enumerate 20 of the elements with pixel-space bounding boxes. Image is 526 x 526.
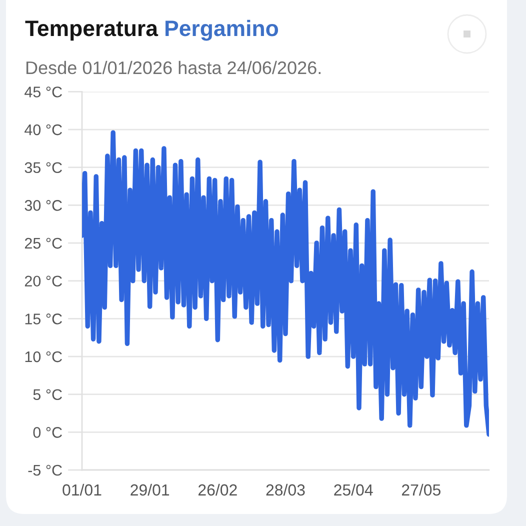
line-series: [82, 130, 489, 437]
y-tick-label: 0 °C: [33, 427, 62, 438]
y-tick-label: 5 °C: [33, 389, 62, 400]
y-tick-label: 20 °C: [24, 276, 62, 287]
chart-subtitle: Desde 01/01/2026 hasta 24/06/2026.: [26, 60, 321, 74]
y-tick-label: 15 °C: [25, 314, 62, 324]
y-tick-label: -5 °C: [28, 464, 62, 476]
y-tick-label: 40 °C: [24, 124, 62, 136]
x-tick-label: 26/02: [198, 484, 237, 496]
x-tick-label: 28/03: [266, 484, 305, 496]
y-tick-label: 35 °C: [24, 162, 62, 174]
x-tick-label: 27/05: [402, 484, 440, 496]
y-tick-label: 10 °C: [25, 351, 62, 362]
y-tick-label: 30 °C: [24, 200, 62, 211]
x-tick-label: 29/01: [130, 484, 170, 496]
x-tick-label: 25/04: [334, 484, 373, 496]
y-tick-label: 45 °C: [24, 86, 62, 98]
x-tick-label: 01/01: [62, 484, 102, 496]
y-tick-label: 25 °C: [24, 238, 62, 249]
chart-title: Temperatura Pergamino: [25, 20, 278, 41]
